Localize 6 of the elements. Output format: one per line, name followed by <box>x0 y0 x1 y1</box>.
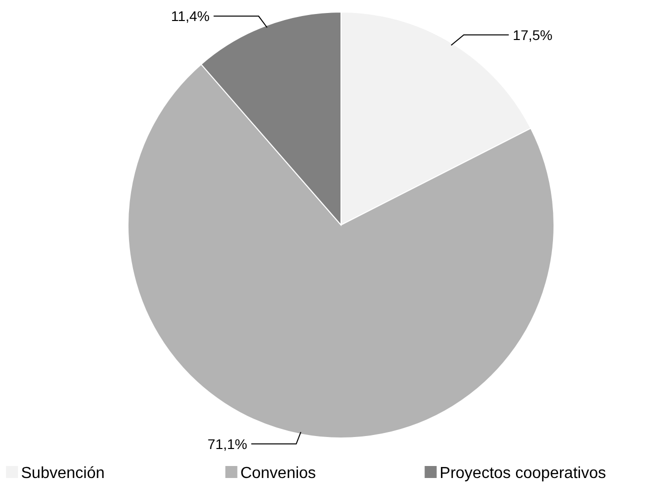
data-label: 17,5% <box>512 26 552 43</box>
data-label: 11,4% <box>170 8 210 24</box>
legend-label: Subvención <box>21 464 105 482</box>
data-label: 71,1% <box>208 436 248 452</box>
legend-label: Convenios <box>240 464 316 482</box>
legend-label: Proyectos cooperativos <box>440 464 606 482</box>
